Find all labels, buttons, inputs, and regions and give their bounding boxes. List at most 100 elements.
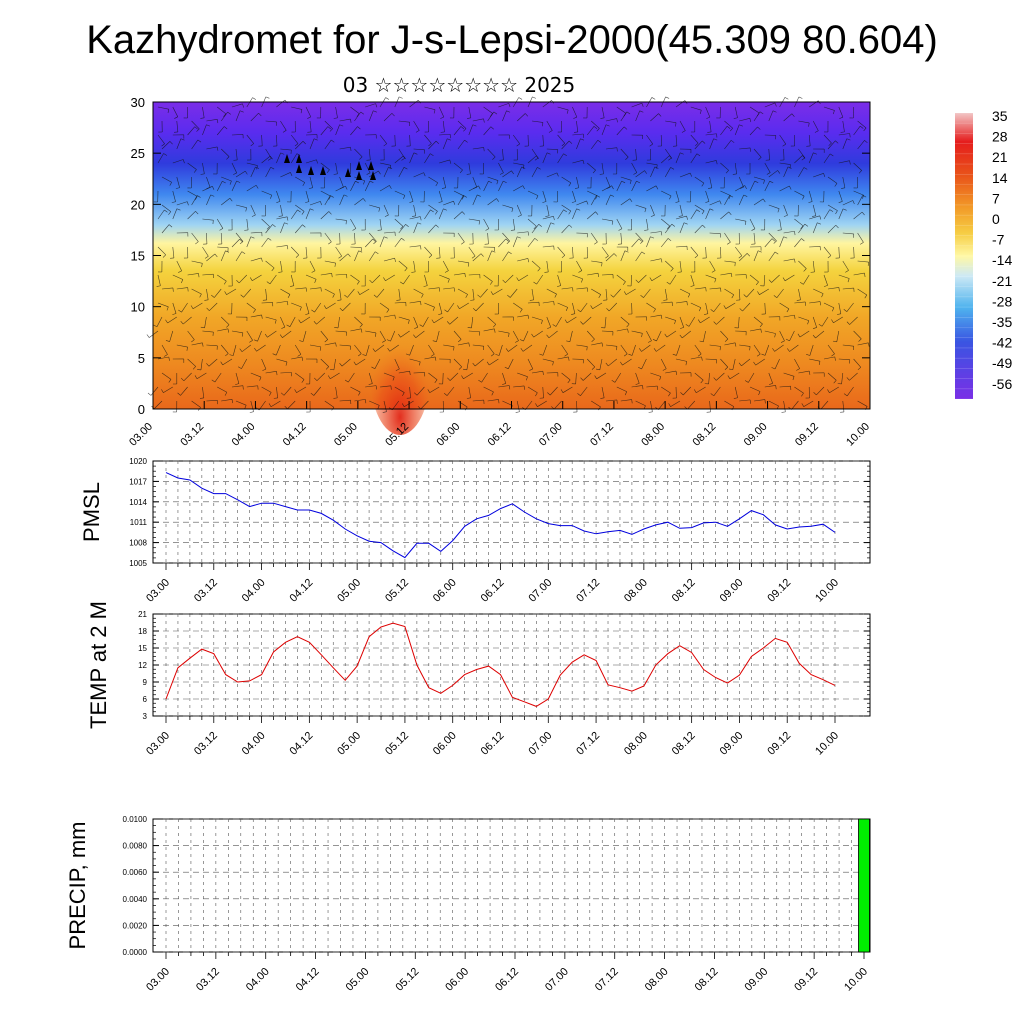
wind-barb-flag — [744, 185, 747, 189]
wind-barb — [746, 288, 755, 298]
wind-barb-flag — [328, 196, 331, 200]
wind-barb — [608, 358, 617, 367]
wind-barb — [798, 223, 806, 234]
wind-barb — [187, 162, 197, 170]
wind-barb — [502, 400, 513, 406]
wind-barb-flag — [186, 346, 188, 351]
wind-barb-flag — [506, 240, 510, 244]
wind-barb — [398, 316, 410, 321]
wind-barb-flag — [842, 208, 847, 211]
wind-barb-flag — [624, 391, 628, 396]
wind-barb-flag — [564, 353, 568, 357]
wind-barb-flag — [605, 362, 609, 367]
wind-barb-flag — [193, 169, 197, 173]
wind-barb — [468, 386, 472, 398]
wind-barb — [342, 302, 351, 311]
wind-barb-flag — [868, 342, 870, 347]
wind-barb — [666, 330, 677, 338]
wind-barb — [172, 274, 183, 280]
wind-barb — [620, 198, 630, 206]
wind-barb-flag — [417, 222, 422, 225]
wind-barb — [650, 258, 662, 262]
wind-barb-flag — [146, 334, 150, 338]
wind-barb — [309, 287, 321, 290]
x-tick-label: 03.00 — [144, 730, 172, 758]
wind-barb — [246, 218, 249, 230]
wind-barb-flag — [560, 389, 564, 393]
wind-barb-flag — [772, 348, 775, 352]
wind-barb-flag — [420, 216, 422, 221]
wind-barb-flag — [399, 281, 404, 285]
wind-barb — [283, 386, 292, 396]
wind-barb-flag — [556, 285, 561, 287]
wind-barb-flag — [515, 340, 519, 343]
wind-barb-flag — [489, 281, 493, 285]
wind-barb — [516, 204, 522, 216]
wind-barb-flag — [671, 223, 676, 227]
wind-barb-flag — [398, 96, 403, 99]
wind-barb — [650, 372, 661, 377]
wind-barb-flag — [330, 368, 334, 371]
wind-barb — [789, 330, 795, 341]
wind-barb — [620, 148, 629, 158]
wind-barb — [709, 344, 721, 347]
wind-barb-flag — [327, 375, 331, 379]
wind-barb-flag — [430, 209, 434, 213]
wind-barb-flag — [827, 389, 830, 393]
wind-barb-flag — [331, 139, 335, 143]
wind-barb-flag — [808, 371, 811, 375]
wind-barb — [759, 288, 769, 295]
wind-barb — [375, 344, 385, 352]
wind-barb — [546, 316, 552, 328]
wind-barb-flag — [639, 110, 644, 113]
wind-barb — [725, 302, 736, 309]
wind-barb-flag — [580, 377, 584, 381]
wind-barb — [294, 141, 304, 150]
wind-barb-flag — [852, 200, 855, 205]
wind-barb — [265, 120, 277, 123]
wind-barb — [857, 120, 867, 129]
wind-barb-flag — [413, 152, 418, 155]
wind-barb-flag — [658, 113, 662, 117]
wind-barb — [457, 400, 468, 408]
wind-barb-flag — [840, 131, 845, 133]
wind-barb — [753, 399, 765, 402]
wind-barb-flag — [812, 327, 817, 329]
wind-barb — [798, 120, 810, 124]
wind-barb-flag — [628, 353, 633, 356]
wind-barb — [472, 344, 484, 347]
wind-barb-flag — [697, 353, 702, 357]
x-tick-label: 04.12 — [288, 577, 316, 605]
x-tick-label: 05.00 — [335, 577, 363, 605]
wind-barb-flag — [299, 340, 304, 342]
wind-barb-flag — [771, 367, 776, 370]
wind-barb-flag — [202, 342, 204, 347]
wind-barb-flag — [801, 238, 805, 242]
wind-barb — [586, 358, 596, 368]
wind-barb — [280, 316, 286, 328]
wind-barb-flag — [398, 333, 401, 338]
wind-barb — [738, 176, 744, 188]
colorbar-label: 21 — [992, 149, 1008, 165]
colorbar-label: 14 — [992, 170, 1008, 186]
wind-barb — [525, 400, 533, 410]
wind-barb — [675, 134, 678, 146]
x-tick-label: 03.00 — [144, 966, 172, 994]
wind-barb — [428, 287, 440, 290]
wind-barb-flag — [847, 278, 850, 283]
wind-barb — [566, 316, 577, 324]
wind-barb-flag — [223, 113, 227, 118]
wind-barb — [221, 197, 231, 206]
wind-barb — [764, 330, 776, 334]
wind-barb — [823, 302, 835, 309]
wind-barb-flag — [749, 346, 751, 351]
wind-barb — [206, 232, 208, 245]
wind-barb — [157, 153, 164, 164]
wind-barb-flag — [297, 209, 301, 213]
wind-barb-flag — [726, 126, 731, 129]
wind-barb — [206, 344, 218, 347]
wind-barb — [779, 302, 790, 310]
wind-barb — [605, 253, 615, 262]
wind-barb — [768, 232, 777, 242]
